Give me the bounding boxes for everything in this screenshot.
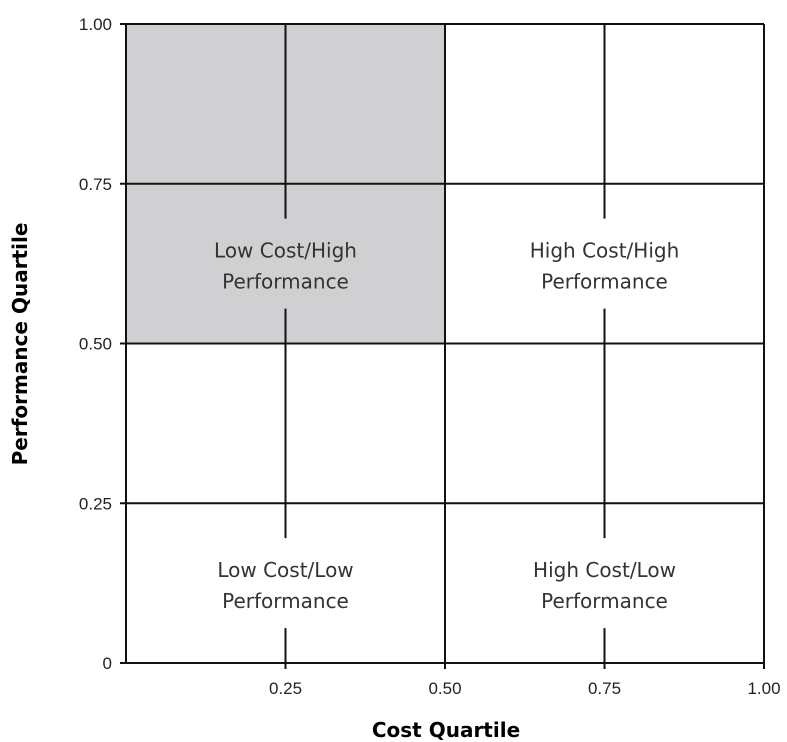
quadrant-label-line: Performance [222, 270, 349, 294]
x-tick-label: 0.25 [269, 679, 302, 698]
grid-lines [126, 24, 764, 663]
quadrant-label-line: High Cost/High [530, 239, 680, 263]
quadrant-label-line: Performance [541, 270, 668, 294]
x-tick-label: 1.00 [747, 679, 780, 698]
quadrant-label-line: High Cost/Low [533, 558, 676, 582]
y-tick-label: 0.25 [79, 494, 112, 513]
tick-labels: 0 0.25 0.50 0.75 1.00 0.25 0.50 0.75 1.00 [79, 15, 781, 698]
y-tick-label: 0.50 [79, 335, 112, 354]
x-axis-title: Cost Quartile [372, 718, 520, 742]
quadrant-label-line: Performance [222, 589, 349, 613]
x-tick-label: 0.50 [428, 679, 461, 698]
y-tick-label: 0.75 [79, 175, 112, 194]
quadrant-label-line: Low Cost/Low [217, 558, 353, 582]
high-cost-high-performance-label: High Cost/High Performance [530, 239, 680, 294]
high-cost-low-performance-label: High Cost/Low Performance [533, 558, 676, 613]
y-axis-title: Performance Quartile [8, 223, 32, 466]
low-cost-high-performance-label: Low Cost/High Performance [214, 239, 357, 294]
quadrant-label-line: Performance [541, 589, 668, 613]
quadrant-label-line: Low Cost/High [214, 239, 357, 263]
plot-frame [120, 23, 765, 669]
y-tick-label: 0 [103, 654, 112, 673]
x-tick-label: 0.75 [588, 679, 621, 698]
y-tick-label: 1.00 [79, 15, 112, 34]
low-cost-low-performance-label: Low Cost/Low Performance [217, 558, 353, 613]
quadrant-labels: Low Cost/High Performance High Cost/High Pe… [214, 239, 679, 614]
